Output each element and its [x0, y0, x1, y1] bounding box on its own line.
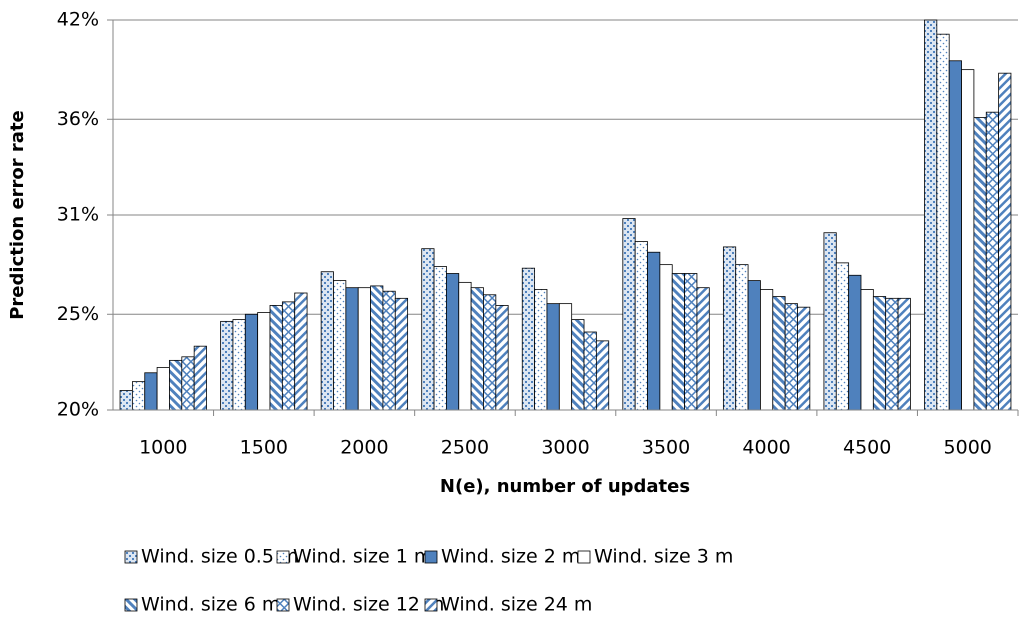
- bar: [446, 273, 460, 411]
- bar: [885, 297, 899, 411]
- x-axis-title: N(e), number of updates: [440, 476, 690, 497]
- bar: [671, 273, 685, 411]
- bar: [823, 232, 837, 411]
- bar: [961, 69, 975, 411]
- bar: [936, 33, 950, 411]
- y-tick-label: 31%: [57, 204, 99, 226]
- legend-swatch: [124, 598, 138, 612]
- bar: [948, 60, 962, 411]
- x-tick-label: 2000: [340, 437, 388, 459]
- x-tick-label: 2500: [441, 437, 489, 459]
- bar: [924, 19, 938, 411]
- bar: [835, 262, 850, 411]
- legend-label: Wind. size 24 m: [441, 594, 592, 616]
- legend-label: Wind. size 1 m: [293, 546, 432, 568]
- legend-swatch: [276, 598, 290, 612]
- legend-swatch: [124, 550, 138, 564]
- legend-label: Wind. size 6 m: [141, 594, 280, 616]
- bar: [181, 356, 195, 411]
- bar: [747, 280, 761, 411]
- bar: [345, 287, 359, 411]
- bar: [394, 297, 409, 411]
- bar: [382, 290, 396, 411]
- bar: [622, 218, 636, 411]
- bar: [848, 274, 862, 411]
- y-tick-label: 36%: [57, 108, 99, 130]
- bar: [872, 296, 887, 411]
- y-tick-label: 42%: [57, 9, 99, 31]
- bar: [470, 287, 484, 411]
- bar: [546, 303, 560, 411]
- legend-swatch: [276, 550, 290, 564]
- bar: [647, 251, 661, 411]
- bar: [257, 312, 271, 411]
- bar: [760, 289, 774, 411]
- bar: [684, 273, 698, 411]
- bar: [281, 301, 296, 411]
- bar: [220, 320, 234, 411]
- legend-swatch: [577, 550, 591, 564]
- bar: [433, 266, 447, 411]
- legend-label: Wind. size 0.5 m: [141, 546, 298, 568]
- bar: [784, 303, 798, 411]
- x-tick-label: 4000: [742, 437, 790, 459]
- x-tick-label: 4500: [843, 437, 891, 459]
- bar: [294, 292, 308, 411]
- bar: [634, 241, 648, 411]
- x-tick-label: 3000: [541, 437, 589, 459]
- bar: [131, 381, 146, 411]
- bar: [370, 285, 384, 411]
- bar: [232, 319, 246, 411]
- bar: [558, 303, 573, 411]
- bar: [144, 372, 158, 411]
- legend-label: Wind. size 2 m: [441, 546, 580, 568]
- x-tick-label: 1000: [139, 437, 187, 459]
- bar: [735, 264, 749, 411]
- bar: [269, 305, 283, 411]
- bar: [169, 359, 183, 411]
- bar: [119, 390, 133, 411]
- x-tick-label: 1500: [240, 437, 288, 459]
- bar: [421, 248, 435, 411]
- bar: [483, 294, 497, 411]
- bar: [495, 305, 509, 411]
- bar: [659, 264, 673, 411]
- legend-label: Wind. size 12 m: [293, 594, 444, 616]
- bar: [696, 287, 710, 411]
- bar: [722, 246, 737, 411]
- bar: [772, 296, 786, 411]
- bar: [985, 111, 1000, 411]
- bar: [583, 331, 597, 411]
- bar: [534, 289, 548, 411]
- bar: [998, 72, 1012, 411]
- bar: [458, 281, 472, 411]
- x-tick-label: 5000: [944, 437, 992, 459]
- y-tick-label: 25%: [57, 303, 99, 325]
- y-axis-title: Prediction error rate: [7, 110, 28, 320]
- y-tick-label: 20%: [57, 399, 99, 421]
- legend-swatch: [424, 598, 438, 612]
- bar: [897, 297, 911, 411]
- bar: [860, 289, 874, 411]
- bar: [244, 313, 259, 411]
- bar: [973, 117, 987, 411]
- bar: [595, 340, 610, 411]
- legend-swatch: [424, 550, 438, 564]
- bar: [521, 267, 536, 411]
- bar: [333, 280, 347, 411]
- bar: [156, 367, 170, 411]
- bar: [320, 271, 334, 411]
- bar: [357, 287, 371, 411]
- bar: [797, 306, 811, 411]
- legend-label: Wind. size 3 m: [594, 546, 733, 568]
- x-tick-label: 3500: [642, 437, 690, 459]
- bar: [571, 319, 585, 411]
- bar: [193, 345, 207, 411]
